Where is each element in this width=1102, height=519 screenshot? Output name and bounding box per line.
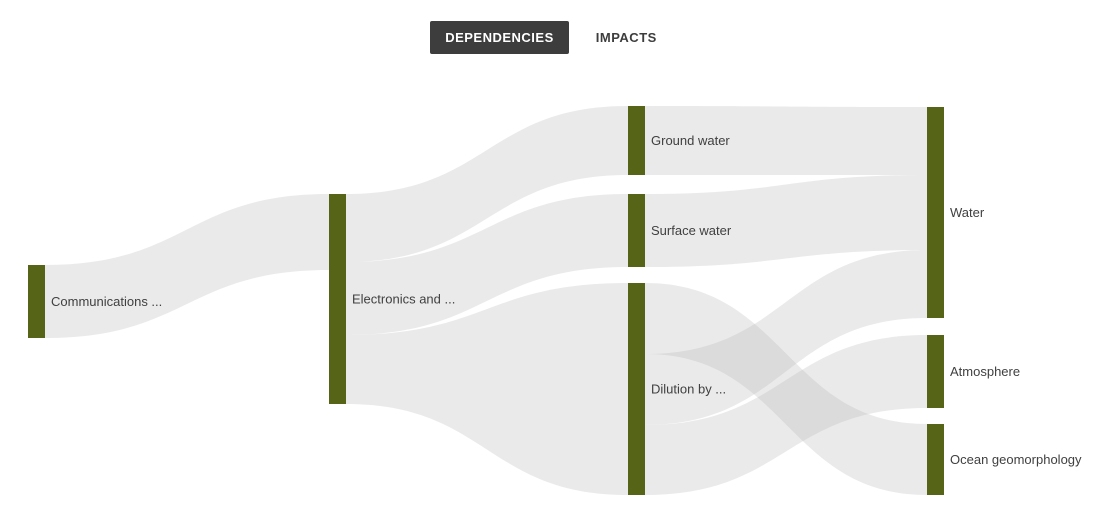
sankey-node-ocean-geomorphology[interactable]: [927, 424, 944, 495]
sankey-node-label-dilution: Dilution by ...: [651, 382, 726, 397]
sankey-link-surface-water-to-water: [645, 175, 927, 267]
sankey-link-dilution-to-water: [645, 250, 927, 425]
tab-impacts[interactable]: IMPACTS: [581, 21, 672, 54]
sankey-link-electronics-to-ground-water: [346, 106, 628, 262]
sankey-node-label-water: Water: [950, 205, 985, 220]
sankey-node-dilution[interactable]: [628, 283, 645, 495]
tab-bar: DEPENDENCIES IMPACTS: [0, 21, 1102, 54]
sankey-node-label-ground-water: Ground water: [651, 133, 730, 148]
sankey-node-communications[interactable]: [28, 265, 45, 338]
sankey-link-electronics-to-surface-water: [346, 194, 628, 335]
sankey-node-label-communications: Communications ...: [51, 294, 162, 309]
sankey-node-water[interactable]: [927, 107, 944, 318]
sankey-node-label-atmosphere: Atmosphere: [950, 364, 1020, 379]
sankey-link-ground-water-to-water: [645, 106, 927, 175]
sankey-node-ground-water[interactable]: [628, 106, 645, 175]
sankey-link-dilution-to-atmosphere: [645, 335, 927, 495]
sankey-link-communications-to-electronics: [45, 194, 329, 338]
sankey-link-electronics-to-dilution: [346, 283, 628, 495]
sankey-node-atmosphere[interactable]: [927, 335, 944, 408]
sankey-link-dilution-to-ocean-geomorphology: [645, 283, 927, 495]
sankey-node-label-surface-water: Surface water: [651, 223, 732, 238]
sankey-node-surface-water[interactable]: [628, 194, 645, 267]
sankey-node-label-electronics: Electronics and ...: [352, 292, 455, 307]
sankey-node-label-ocean-geomorphology: Ocean geomorphology: [950, 452, 1082, 467]
sankey-node-electronics[interactable]: [329, 194, 346, 404]
tab-dependencies[interactable]: DEPENDENCIES: [430, 21, 569, 54]
